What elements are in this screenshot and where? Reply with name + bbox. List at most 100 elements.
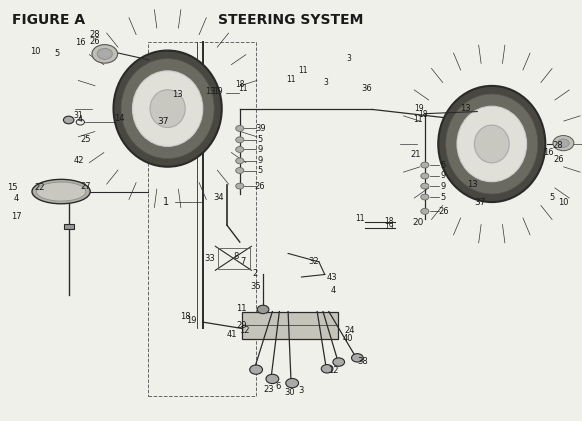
- Text: 33: 33: [204, 254, 215, 264]
- Text: 5: 5: [257, 166, 263, 175]
- Text: 13: 13: [172, 90, 183, 99]
- Text: 3: 3: [299, 386, 304, 395]
- Text: 16: 16: [75, 37, 86, 47]
- Text: 26: 26: [438, 207, 449, 216]
- Text: 23: 23: [264, 385, 274, 394]
- Text: 4: 4: [78, 115, 83, 125]
- Text: 20: 20: [412, 218, 424, 227]
- Text: 36: 36: [361, 84, 372, 93]
- Text: 43: 43: [327, 273, 337, 282]
- Text: 26: 26: [553, 155, 564, 164]
- Text: 25: 25: [81, 135, 91, 144]
- Text: 11: 11: [355, 214, 364, 224]
- Text: 5: 5: [441, 192, 446, 202]
- Circle shape: [553, 136, 574, 151]
- Text: 24: 24: [344, 326, 354, 335]
- Text: 18: 18: [180, 312, 190, 321]
- Bar: [218, 248, 250, 269]
- Circle shape: [558, 139, 569, 147]
- Text: 9: 9: [441, 181, 446, 191]
- Text: 13: 13: [460, 104, 471, 113]
- Text: 12: 12: [239, 326, 250, 335]
- Text: 29: 29: [236, 320, 247, 330]
- Text: 34: 34: [213, 192, 223, 202]
- Text: 10: 10: [558, 198, 569, 208]
- Ellipse shape: [438, 86, 545, 202]
- Text: 22: 22: [34, 183, 45, 192]
- Text: 18: 18: [384, 216, 393, 226]
- Text: 9: 9: [257, 145, 263, 154]
- Circle shape: [286, 378, 299, 388]
- Circle shape: [236, 168, 244, 173]
- Bar: [64, 224, 74, 229]
- Text: 11: 11: [239, 84, 248, 93]
- Text: 3: 3: [324, 77, 328, 87]
- Text: 26: 26: [255, 181, 265, 191]
- Text: 14: 14: [114, 114, 125, 123]
- Text: 11: 11: [286, 75, 296, 84]
- Text: 40: 40: [343, 334, 353, 344]
- Text: 39: 39: [255, 124, 265, 133]
- Text: 9: 9: [441, 171, 446, 181]
- Text: 32: 32: [308, 256, 318, 266]
- Text: 10: 10: [30, 47, 40, 56]
- Text: 19: 19: [384, 222, 393, 231]
- Bar: [148, 42, 256, 396]
- Text: 17: 17: [11, 212, 22, 221]
- Text: 37: 37: [474, 197, 486, 207]
- Circle shape: [92, 45, 118, 63]
- Text: 13: 13: [467, 180, 478, 189]
- Text: STEERING SYSTEM: STEERING SYSTEM: [218, 13, 364, 27]
- Circle shape: [421, 183, 429, 189]
- Text: 42: 42: [73, 156, 84, 165]
- Ellipse shape: [113, 51, 222, 167]
- Text: 2: 2: [252, 269, 258, 278]
- Ellipse shape: [474, 125, 509, 163]
- Text: 16: 16: [543, 148, 553, 157]
- Circle shape: [63, 116, 74, 124]
- Circle shape: [236, 137, 244, 143]
- Text: 6: 6: [275, 382, 281, 391]
- Bar: [242, 312, 338, 339]
- Text: 18: 18: [235, 80, 244, 89]
- Circle shape: [250, 365, 262, 374]
- Text: FIGURE A: FIGURE A: [12, 13, 85, 27]
- Circle shape: [352, 354, 363, 362]
- Text: 11: 11: [236, 304, 247, 313]
- Text: 4: 4: [13, 194, 19, 203]
- Text: 1: 1: [163, 197, 169, 207]
- Text: 41: 41: [226, 330, 237, 339]
- Circle shape: [236, 125, 244, 131]
- Text: 19: 19: [186, 316, 196, 325]
- Text: 5: 5: [257, 135, 263, 144]
- Ellipse shape: [121, 59, 214, 159]
- Text: 31: 31: [74, 111, 83, 120]
- Text: 11: 11: [413, 115, 423, 125]
- Circle shape: [236, 158, 244, 164]
- Circle shape: [257, 305, 269, 314]
- Ellipse shape: [133, 71, 203, 147]
- Ellipse shape: [32, 179, 90, 204]
- Circle shape: [333, 358, 345, 366]
- Circle shape: [321, 365, 333, 373]
- Text: 30: 30: [285, 388, 295, 397]
- Circle shape: [421, 208, 429, 214]
- Text: 35: 35: [251, 282, 261, 291]
- Text: 38: 38: [358, 357, 368, 366]
- Text: 9: 9: [257, 156, 263, 165]
- Text: 28: 28: [552, 141, 563, 150]
- Ellipse shape: [36, 182, 86, 201]
- Text: 5: 5: [441, 160, 446, 170]
- Text: 26: 26: [89, 37, 100, 46]
- Text: 7: 7: [240, 257, 246, 266]
- Text: 11: 11: [298, 66, 307, 75]
- Circle shape: [97, 48, 112, 59]
- Text: 12: 12: [328, 366, 338, 375]
- Text: 5: 5: [54, 49, 60, 59]
- Text: 19: 19: [214, 87, 223, 96]
- Circle shape: [421, 162, 429, 168]
- Ellipse shape: [446, 94, 538, 194]
- Text: 19: 19: [414, 104, 424, 113]
- Ellipse shape: [457, 106, 527, 182]
- Text: 21: 21: [410, 150, 421, 160]
